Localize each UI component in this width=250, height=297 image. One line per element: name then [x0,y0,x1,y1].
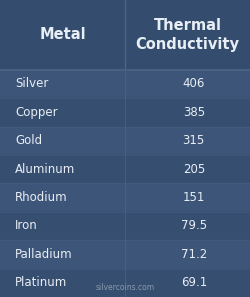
Bar [0,240,250,268]
Text: Silver: Silver [15,78,48,91]
Text: 205: 205 [182,163,205,176]
Text: Gold: Gold [15,134,42,147]
Text: 385: 385 [183,106,205,119]
Bar [0,183,250,212]
Text: 71.2: 71.2 [180,248,207,261]
Text: 79.5: 79.5 [181,219,207,233]
Bar [0,268,250,297]
Text: Rhodium: Rhodium [15,191,68,204]
Text: 406: 406 [182,78,205,91]
Text: Platinum: Platinum [15,276,67,289]
Text: 315: 315 [182,134,205,147]
Bar [0,212,250,240]
Text: Aluminum: Aluminum [15,163,75,176]
Bar [0,0,250,70]
Text: 69.1: 69.1 [180,276,207,289]
Bar [0,155,250,183]
Bar [0,70,250,98]
Bar [0,127,250,155]
Text: 151: 151 [182,191,205,204]
Text: Iron: Iron [15,219,38,233]
Text: Palladium: Palladium [15,248,72,261]
Text: Copper: Copper [15,106,58,119]
Text: Metal: Metal [39,27,86,42]
Text: silvercoins.com: silvercoins.com [96,283,154,292]
Text: Thermal
Conductivity: Thermal Conductivity [136,18,240,52]
Bar [0,98,250,127]
